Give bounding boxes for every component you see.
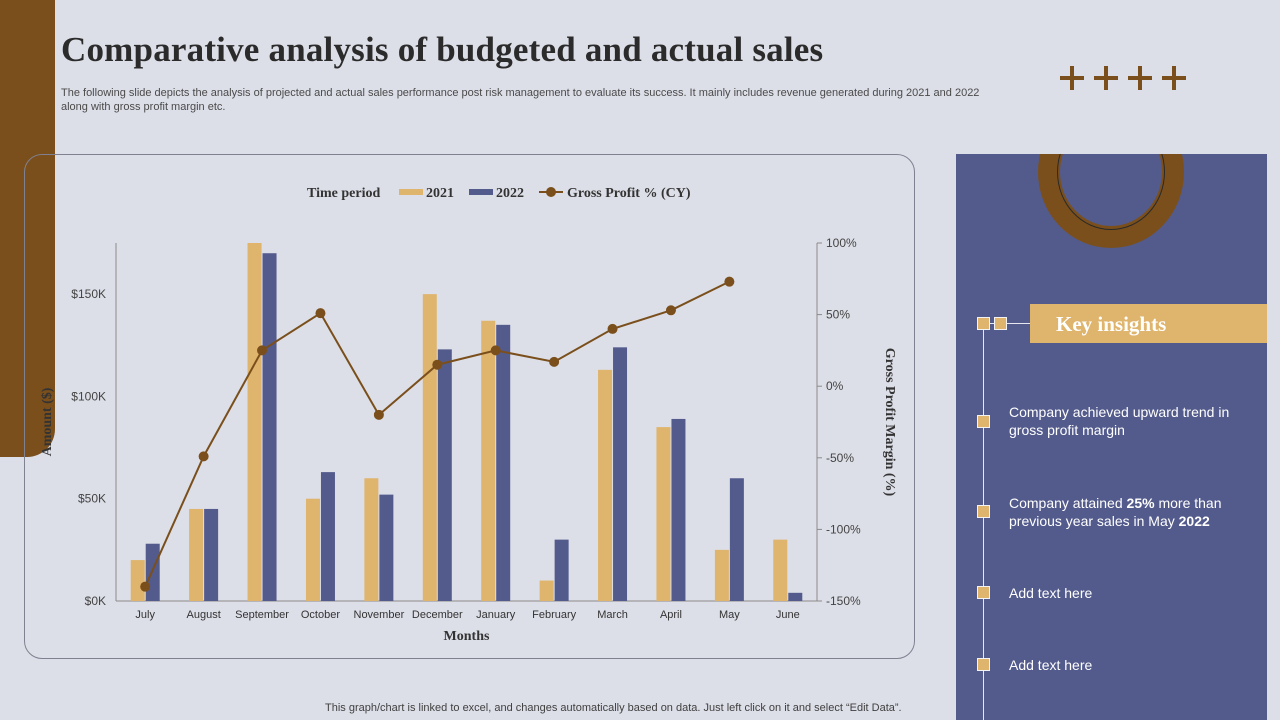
left-accent-band	[0, 0, 55, 457]
bar-2021	[714, 549, 729, 601]
y2-tick-label: -50%	[826, 451, 854, 465]
bar-2021	[305, 498, 320, 601]
legend-title: Time period	[307, 186, 380, 201]
x-tick-label: December	[412, 609, 463, 621]
y2-tick-label: -150%	[826, 594, 861, 608]
y-axis-title: Amount ($)	[40, 387, 55, 456]
bar-2022	[437, 349, 452, 601]
y-tick-label: $100K	[71, 389, 106, 403]
bar-2022	[671, 418, 686, 601]
x-tick-label: September	[235, 609, 289, 621]
key-insights-header: Key insights	[1030, 304, 1267, 343]
gross-profit-point	[549, 356, 560, 367]
plus-icon	[1128, 66, 1152, 90]
gross-profit-point	[140, 581, 151, 592]
key-insights-title: Key insights	[1056, 312, 1167, 336]
legend-swatch-marker	[546, 187, 556, 197]
y-tick-label: $150K	[71, 287, 106, 301]
gross-profit-point	[198, 451, 209, 462]
bar-2021	[364, 478, 379, 601]
bar-2021	[422, 294, 437, 601]
y2-axis-title: Gross Profit Margin (%)	[882, 348, 897, 497]
plus-icon	[1060, 66, 1084, 90]
bar-2022	[788, 592, 803, 601]
bar-2022	[496, 324, 511, 601]
insight-item[interactable]: Add text here	[1009, 657, 1093, 673]
bar-2022	[554, 539, 569, 601]
legend-swatch-2021	[399, 189, 423, 195]
legend-label-gross-profit: Gross Profit % (CY)	[567, 186, 691, 201]
gross-profit-line	[144, 280, 730, 588]
bar-2021	[189, 508, 204, 601]
bar-2021	[539, 580, 554, 601]
gross-profit-point	[724, 276, 735, 287]
legend-label-2022: 2022	[496, 186, 524, 201]
timeline-marker-icon	[994, 317, 1007, 330]
timeline-line	[983, 322, 984, 720]
footer-note: This graph/chart is linked to excel, and…	[325, 702, 902, 714]
chart-card[interactable]: $0K $50K $100K $150K -150% -100% -50% 0% 50% 100%…	[24, 154, 915, 659]
bar-2021	[130, 560, 145, 601]
bar-2021	[247, 243, 262, 601]
bullet-marker-icon	[977, 505, 990, 518]
x-tick-label: February	[532, 609, 577, 621]
bar-2021	[598, 369, 613, 601]
y2-tick-label: 50%	[826, 308, 850, 322]
bullet-marker-icon	[977, 415, 990, 428]
y2-tick-label: 100%	[826, 236, 857, 250]
plus-icon	[1162, 66, 1186, 90]
x-axis-title: Months	[444, 629, 490, 644]
y2-tick-label: -100%	[826, 522, 861, 536]
x-tick-label: July	[135, 609, 155, 621]
x-tick-label: November	[354, 609, 405, 621]
y2-tick-label: 0%	[826, 379, 844, 393]
x-tick-label: August	[187, 609, 221, 621]
gross-profit-point	[665, 305, 676, 316]
page-subtitle: The following slide depicts the analysis…	[61, 87, 980, 113]
gross-profit-point	[607, 323, 618, 334]
insight-item: Company attained 25% more than previous …	[1009, 495, 1222, 529]
bar-2022	[320, 472, 335, 601]
gross-profit-point	[432, 359, 443, 370]
y-tick-label: $50K	[78, 492, 106, 506]
plus-decoration	[1060, 66, 1186, 90]
gross-profit-point	[315, 308, 326, 319]
insight-item[interactable]: Add text here	[1009, 585, 1093, 601]
gross-profit-point	[373, 409, 384, 420]
x-tick-label: October	[301, 609, 340, 621]
key-insights-panel: Key insights Company achieved upward tre…	[956, 154, 1267, 720]
x-tick-label: January	[476, 609, 516, 621]
bar-2021	[656, 427, 671, 601]
bullet-marker-icon	[977, 658, 990, 671]
x-tick-label: May	[719, 609, 740, 621]
bullet-marker-icon	[977, 586, 990, 599]
legend-swatch-2022	[469, 189, 493, 195]
bar-2022	[613, 347, 628, 601]
x-tick-label: March	[597, 609, 628, 621]
bar-2021	[773, 539, 788, 601]
bar-2022	[729, 478, 744, 601]
combo-chart[interactable]: $0K $50K $100K $150K -150% -100% -50% 0% 50% 100%…	[25, 155, 916, 660]
gross-profit-point	[257, 345, 268, 356]
x-tick-label: June	[776, 609, 800, 621]
bar-2022	[204, 508, 219, 601]
bar-2022	[379, 494, 394, 601]
y-tick-label: $0K	[85, 594, 106, 608]
timeline-marker-icon	[977, 317, 990, 330]
plus-icon	[1094, 66, 1118, 90]
bar-2022	[262, 253, 277, 601]
gross-profit-point	[490, 345, 501, 356]
x-tick-label: April	[660, 609, 682, 621]
timeline-connector	[989, 323, 1031, 324]
insight-item: Company achieved upward trend in gross p…	[1009, 404, 1230, 438]
legend-label-2021: 2021	[426, 186, 454, 201]
page-title: Comparative analysis of budgeted and act…	[61, 30, 824, 69]
bar-2021	[481, 320, 496, 601]
